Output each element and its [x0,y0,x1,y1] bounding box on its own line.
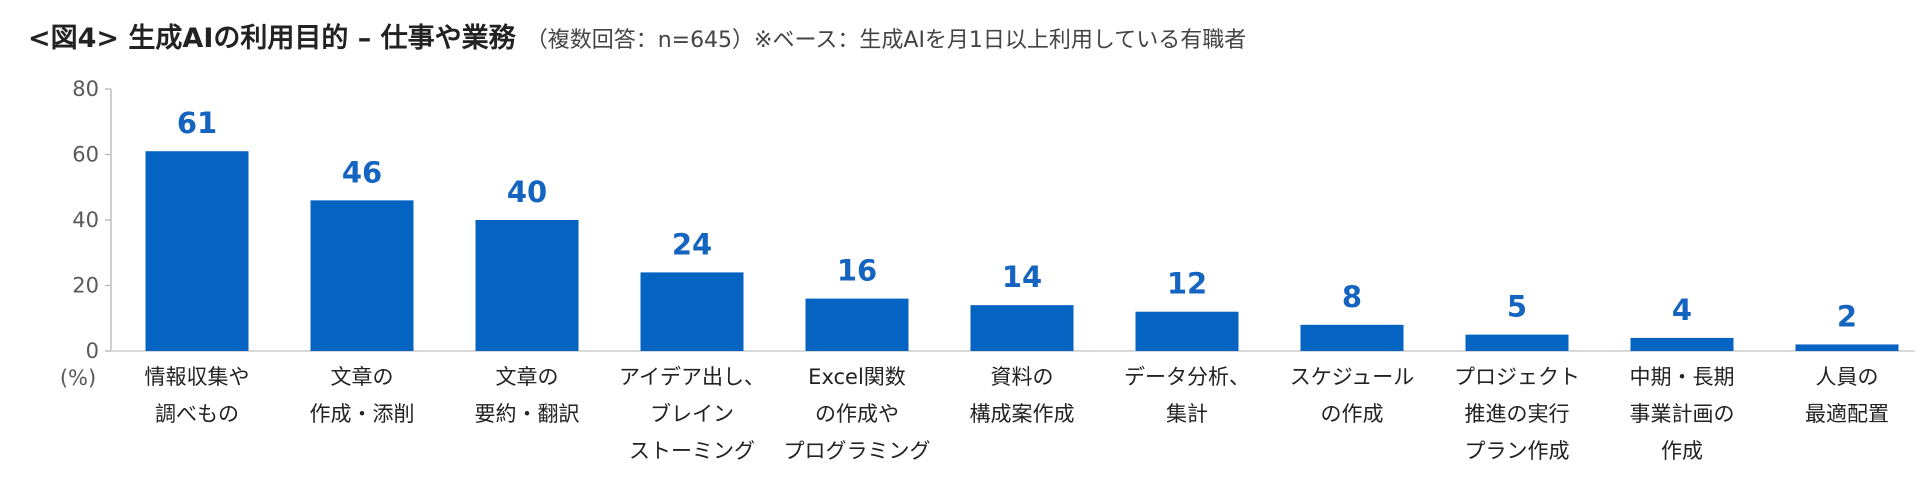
bar [475,220,579,351]
data-label: 5 [1507,290,1527,324]
x-tick-label: の作成や [815,402,899,426]
bar [1465,334,1569,351]
x-tick-label: 集計 [1166,402,1208,426]
bar [1300,324,1404,351]
chart-title: <図4> 生成AIの利用目的 – 仕事や業務 [28,23,516,54]
bar [640,272,744,351]
bar [805,298,909,351]
data-label: 4 [1672,293,1692,327]
data-label: 46 [342,155,382,189]
x-tick-label: 文章の [496,365,559,389]
x-tick-label: 文章の [331,365,394,389]
x-tick-label: プロジェクト [1454,365,1580,389]
x-tick-label: Excel関数 [808,365,906,389]
x-tick-label: の作成 [1321,402,1384,426]
y-tick-label: 60 [72,143,99,167]
y-tick-label: 80 [72,77,99,101]
x-tick-label: 推進の実行 [1465,402,1570,426]
data-label: 40 [507,175,547,209]
bar [145,151,249,351]
bar [310,200,414,351]
data-label: 61 [177,106,217,140]
x-tick-label: 調べもの [155,402,239,426]
y-tick-label: 0 [86,339,99,363]
data-label: 2 [1837,299,1857,333]
chart-title-block: <図4> 生成AIの利用目的 – 仕事や業務 （複数回答：n=645）※ベース：生… [28,16,1246,55]
x-tick-label: プラン作成 [1465,439,1570,463]
y-tick-label: 20 [72,274,99,298]
x-tick-label: 要約・翻訳 [475,402,580,426]
x-tick-label: 作成 [1661,439,1703,463]
bar [1795,344,1899,351]
bar [970,305,1074,351]
x-tick-label: 中期・長期 [1630,365,1735,389]
data-label: 8 [1342,280,1362,314]
x-tick-label: データ分析、 [1124,365,1250,389]
x-tick-label: 作成・添削 [310,402,415,426]
x-tick-label: 人員の [1816,365,1879,389]
data-label: 12 [1167,267,1207,301]
y-axis-unit-label: (%) [60,366,96,390]
data-label: 24 [672,227,712,261]
x-tick-label: プログラミング [784,439,931,463]
x-tick-label: ブレイン [650,402,734,426]
chart-subtitle: （複数回答：n=645）※ベース：生成AIを月1日以上利用している有職者 [525,28,1247,53]
x-tick-label: アイデア出し、 [619,365,765,389]
x-tick-label: 最適配置 [1805,402,1889,426]
x-tick-label: ストーミング [629,439,755,463]
x-tick-label: 事業計画の [1630,402,1735,426]
data-label: 14 [1002,260,1042,294]
bar [1630,337,1734,351]
x-tick-label: スケジュール [1290,365,1415,389]
x-tick-label: 資料の [991,365,1054,389]
y-tick-label: 40 [72,208,99,232]
bar [1135,311,1239,351]
x-tick-label: 情報収集や [145,365,250,389]
data-label: 16 [837,254,877,288]
x-tick-label: 構成案作成 [970,402,1075,426]
